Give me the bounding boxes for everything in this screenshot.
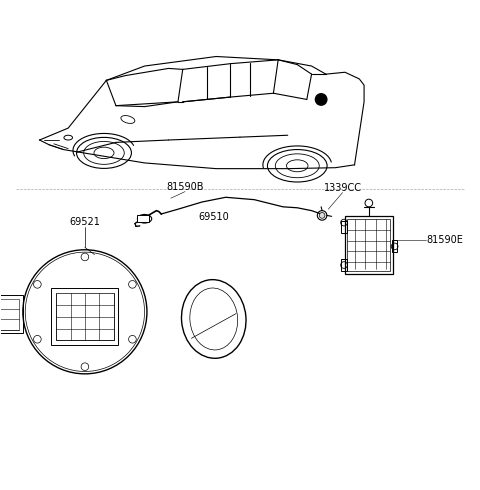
Text: 69510: 69510 bbox=[198, 212, 229, 222]
Bar bbox=[392, 240, 397, 252]
Circle shape bbox=[319, 213, 325, 218]
Bar bbox=[341, 221, 347, 233]
Text: 81590E: 81590E bbox=[426, 235, 463, 245]
Bar bbox=[0, 295, 23, 333]
Bar bbox=[51, 288, 118, 345]
Text: 69521: 69521 bbox=[70, 217, 100, 227]
Bar bbox=[0, 299, 19, 330]
Circle shape bbox=[315, 94, 327, 105]
Text: 81590B: 81590B bbox=[167, 182, 204, 192]
Bar bbox=[341, 259, 347, 271]
Bar bbox=[56, 293, 114, 341]
Text: 1339CC: 1339CC bbox=[324, 182, 361, 193]
Bar bbox=[345, 217, 393, 273]
Bar bbox=[137, 216, 149, 222]
Bar bbox=[348, 219, 390, 271]
